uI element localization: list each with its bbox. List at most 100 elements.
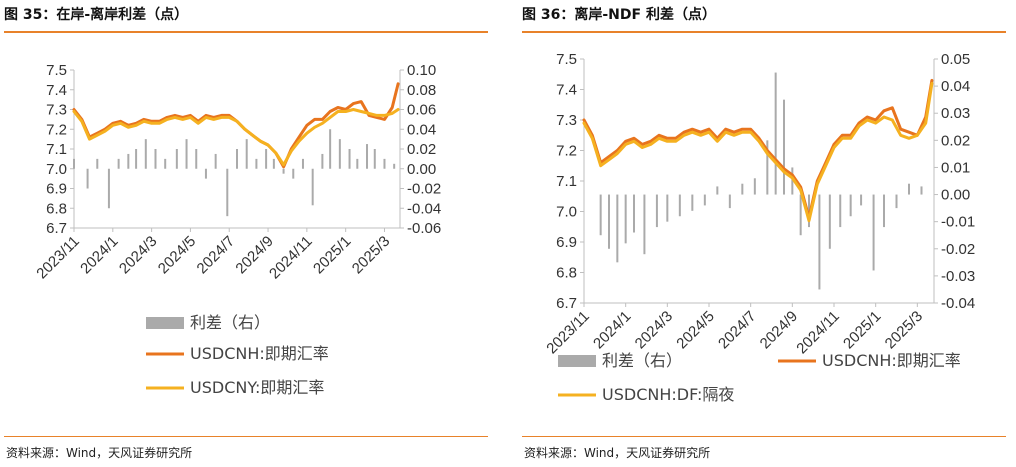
x-tick-label: 2024/3 — [632, 308, 676, 352]
series-line-2 — [72, 108, 400, 167]
y-left-tick-label: 7.4 — [46, 82, 67, 99]
spread-bar — [774, 72, 777, 195]
spread-bar — [608, 194, 610, 249]
y-right-tick-label: 0.04 — [407, 121, 436, 138]
y-left-tick-label: 6.9 — [46, 181, 67, 198]
y-left-tick-label: 6.8 — [46, 200, 67, 217]
y-left-tick-label: 7.0 — [46, 161, 67, 178]
figure-title: 图 36：离岸-NDF 利差（点） — [522, 7, 716, 23]
spread-bar — [624, 194, 627, 244]
y-right-tick-label: -0.01 — [941, 214, 975, 231]
y-right-tick-label: 0.10 — [407, 62, 436, 79]
y-left-tick-label: 7.4 — [556, 82, 577, 99]
y-left-tick-label: 7.2 — [556, 143, 577, 160]
spread-bar — [185, 139, 188, 169]
figure-36: 图 36：离岸-NDF 利差（点） 7.5 7.4 7.3 7.2 7.1 7.0 6.9 6… — [522, 0, 1014, 467]
spread-bar — [272, 158, 275, 169]
spread-bar — [135, 149, 138, 169]
legend-swatch-bar — [558, 355, 596, 367]
title-divider — [4, 31, 488, 33]
spread-bar — [144, 139, 147, 169]
x-tick-label: 2025/1 — [840, 308, 884, 352]
y-left-tick-label: 7.5 — [556, 51, 577, 68]
spread-bar — [255, 158, 258, 169]
y-left-tick-label: 6.7 — [556, 295, 577, 312]
y-left-tick-label: 7.1 — [46, 141, 67, 158]
y-right-tick-label: 0.01 — [941, 159, 970, 176]
spread-bar — [920, 186, 923, 195]
y-right-tick-label: 0.03 — [941, 105, 970, 122]
legend-label: USDCNH:即期汇率 — [822, 351, 961, 370]
spread-bar — [86, 168, 89, 189]
x-tick-label: 2024/5 — [673, 308, 717, 352]
spread-bar — [301, 158, 304, 169]
legend-swatch-bar — [146, 317, 184, 329]
spread-bar — [691, 194, 694, 211]
spread-bar — [117, 158, 120, 169]
y-right-tick-label: -0.03 — [941, 268, 975, 285]
spread-bar — [839, 194, 842, 228]
spread-bar — [164, 158, 167, 169]
y-left-tick-label: 7.5 — [46, 62, 67, 79]
spread-bar — [818, 194, 821, 290]
y-right-tick-label: 0.06 — [407, 102, 436, 119]
y-right-tick-label: 0.08 — [407, 82, 436, 99]
y-left-tick-label: 7.0 — [556, 204, 577, 221]
x-tick-label: 2024/3 — [116, 233, 160, 277]
legend-label: USDCNH:DF:隔夜 — [602, 385, 734, 404]
spread-bar — [633, 194, 635, 233]
spread-bar — [741, 183, 744, 195]
spread-bar — [311, 168, 314, 206]
spread-bar — [393, 163, 396, 169]
spread-bar — [766, 140, 769, 195]
spread-bars — [599, 72, 923, 290]
spread-bar — [616, 194, 619, 263]
spread-bar — [666, 194, 669, 222]
spread-bar — [292, 168, 295, 179]
spread-bar — [226, 168, 229, 217]
spread-bar — [329, 129, 332, 169]
spread-bar — [73, 158, 75, 169]
chart-36: 7.5 7.4 7.3 7.2 7.1 7.0 6.9 6.8 6.7 0.05 0.04 0.03 0… — [543, 51, 975, 404]
y-right-tick-label: 0.00 — [407, 161, 436, 178]
title-divider — [522, 31, 1006, 33]
y-left-tick-label: 6.9 — [556, 234, 577, 251]
spread-bar — [214, 153, 217, 169]
x-tick-label: 2024/1 — [77, 233, 121, 277]
legend-label: 利差（右） — [602, 351, 682, 370]
x-tick-label: 2023/11 — [33, 233, 83, 283]
spread-bar — [872, 194, 875, 271]
y-left-tick-label: 6.8 — [556, 265, 577, 282]
spread-bar — [265, 149, 268, 169]
y-left-tick-label: 7.3 — [46, 102, 67, 119]
x-tick-label: 2024/7 — [715, 308, 759, 352]
spread-bar — [908, 183, 910, 195]
spread-bar — [860, 194, 863, 206]
y-right-tick-label: -0.04 — [941, 295, 975, 312]
spread-bar — [883, 194, 885, 228]
figure-35: 图 35：在岸-离岸利差（点） 7.5 7.4 7.3 7.2 7.1 7.0 6.9 6.8… — [4, 0, 496, 467]
spread-bar — [828, 194, 831, 249]
spread-bar — [716, 186, 719, 195]
y-right-tick-label: 0.04 — [941, 78, 970, 95]
spread-bar — [383, 158, 386, 169]
spread-bar — [127, 153, 130, 169]
x-tick-label: 2024/11 — [793, 308, 843, 358]
spread-bar — [366, 144, 369, 169]
legend-label: 利差（右） — [190, 313, 270, 332]
spread-bar — [728, 194, 731, 209]
series-line-2 — [582, 81, 934, 223]
source-note: 资料来源：Wind，天风证券研究所 — [6, 446, 193, 460]
x-tick-label: 2024/7 — [194, 233, 238, 277]
x-tick-label: 2024/1 — [590, 308, 634, 352]
y-right-tick-label: 0.02 — [941, 132, 970, 149]
y-right-tick-label: 0.00 — [941, 187, 970, 204]
spread-bars — [73, 129, 396, 217]
spread-bar — [849, 194, 852, 217]
y-right-tick-label: -0.04 — [407, 200, 441, 217]
spread-bar — [373, 149, 376, 169]
spread-bar — [703, 194, 706, 206]
legend-label: USDCNY:即期汇率 — [190, 378, 324, 397]
x-tick-label: 2025/1 — [310, 233, 354, 277]
y-left-tick-label: 7.2 — [46, 121, 67, 138]
